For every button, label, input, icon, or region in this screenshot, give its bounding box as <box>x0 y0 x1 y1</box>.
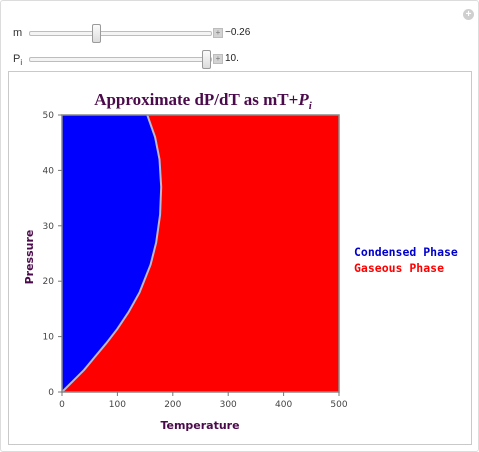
m-value: −0.26 <box>225 27 251 38</box>
x-axis-label: Temperature <box>160 419 239 432</box>
x-tick-label: 500 <box>330 400 347 410</box>
x-tick-label: 0 <box>59 400 65 410</box>
chart-title-text: Approximate dP/dT as mT+ <box>94 90 298 109</box>
chart-title-var-sub: i <box>309 100 313 112</box>
chart-title: Approximate dP/dT as mT+Pi <box>94 90 313 112</box>
pi-label-sub: i <box>20 58 23 68</box>
y-tick-label: 0 <box>48 388 54 398</box>
x-tick-label: 200 <box>164 400 181 410</box>
y-tick-label: 10 <box>43 333 55 343</box>
legend-gaseous: Gaseous Phase <box>354 261 445 275</box>
expand-plus-icon[interactable]: + <box>463 9 474 20</box>
m-expand-icon[interactable]: + <box>213 28 223 38</box>
x-tick-label: 400 <box>275 400 292 410</box>
y-axis-label: Pressure <box>23 230 36 285</box>
pi-slider[interactable] <box>29 50 212 69</box>
condensed-phase-region <box>62 115 162 392</box>
y-tick-label: 50 <box>43 111 55 121</box>
y-tick-label: 20 <box>43 277 55 287</box>
m-slider[interactable] <box>29 24 212 43</box>
pi-value: 10. <box>225 53 239 64</box>
pi-expand-icon[interactable]: + <box>213 54 223 64</box>
legend-condensed: Condensed Phase <box>354 245 458 259</box>
plot-frame <box>61 114 340 393</box>
m-slider-thumb[interactable] <box>91 24 101 43</box>
pi-slider-thumb[interactable] <box>202 50 211 69</box>
x-tick-label: 300 <box>220 400 237 410</box>
y-tick-label: 30 <box>43 222 55 232</box>
pi-label-main: P <box>13 53 21 65</box>
pi-slider-label: Pi <box>13 50 22 72</box>
x-tick-label: 100 <box>109 400 126 410</box>
y-tick-label: 40 <box>43 166 55 176</box>
phase-boundary-line <box>61 114 163 393</box>
chart-title-var: P <box>297 90 309 109</box>
m-slider-label: m <box>13 27 23 39</box>
